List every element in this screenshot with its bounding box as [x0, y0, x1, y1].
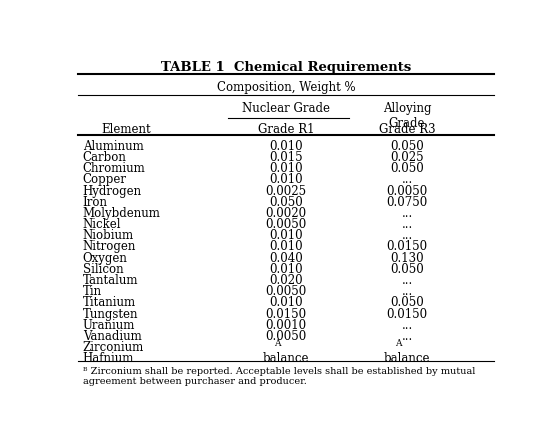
Text: 0.050: 0.050 [390, 297, 424, 309]
Text: 0.0025: 0.0025 [266, 185, 306, 198]
Text: A: A [395, 339, 402, 348]
Text: Alloying
Grade: Alloying Grade [383, 102, 431, 130]
Text: 0.0750: 0.0750 [387, 196, 427, 209]
Text: Molybdenum: Molybdenum [83, 207, 161, 220]
Text: Hydrogen: Hydrogen [83, 185, 142, 198]
Text: Tantalum: Tantalum [83, 274, 138, 287]
Text: ...: ... [401, 330, 413, 343]
Text: Iron: Iron [83, 196, 108, 209]
Text: Niobium: Niobium [83, 229, 134, 242]
Text: Tin: Tin [83, 285, 102, 298]
Text: TABLE 1  Chemical Requirements: TABLE 1 Chemical Requirements [161, 61, 411, 74]
Text: Chromium: Chromium [83, 162, 146, 175]
Text: 0.050: 0.050 [390, 162, 424, 175]
Text: 0.0010: 0.0010 [266, 319, 306, 332]
Text: 0.015: 0.015 [269, 151, 303, 164]
Text: 0.0020: 0.0020 [266, 207, 306, 220]
Text: balance: balance [263, 352, 309, 365]
Text: Uranium: Uranium [83, 319, 135, 332]
Text: Tungsten: Tungsten [83, 308, 138, 321]
Text: Oxygen: Oxygen [83, 252, 128, 265]
Text: Composition, Weight %: Composition, Weight % [217, 81, 355, 94]
Text: Carbon: Carbon [83, 151, 127, 164]
Text: ...: ... [401, 173, 413, 187]
Text: 0.0150: 0.0150 [387, 308, 427, 321]
Text: 0.0150: 0.0150 [266, 308, 306, 321]
Text: ...: ... [401, 207, 413, 220]
Text: 0.010: 0.010 [269, 162, 303, 175]
Text: 0.050: 0.050 [390, 263, 424, 276]
Text: 0.025: 0.025 [390, 151, 424, 164]
Text: ...: ... [401, 285, 413, 298]
Text: ...: ... [401, 319, 413, 332]
Text: Zirconium: Zirconium [83, 341, 144, 354]
Text: Copper: Copper [83, 173, 127, 187]
Text: A: A [274, 339, 281, 348]
Text: 0.130: 0.130 [390, 252, 424, 265]
Text: Element: Element [101, 123, 151, 136]
Text: 0.0050: 0.0050 [387, 185, 427, 198]
Text: Grade R3: Grade R3 [379, 123, 435, 136]
Text: 0.010: 0.010 [269, 297, 303, 309]
Text: 0.010: 0.010 [269, 173, 303, 187]
Text: 0.0050: 0.0050 [266, 218, 306, 231]
Text: Vanadium: Vanadium [83, 330, 142, 343]
Text: ᴮ Zirconium shall be reported. Acceptable levels shall be established by mutual
: ᴮ Zirconium shall be reported. Acceptabl… [83, 367, 475, 386]
Text: 0.010: 0.010 [269, 140, 303, 153]
Text: 0.050: 0.050 [390, 140, 424, 153]
Text: Grade R1: Grade R1 [258, 123, 314, 136]
Text: 0.0050: 0.0050 [266, 285, 306, 298]
Text: Nitrogen: Nitrogen [83, 241, 136, 253]
Text: 0.0050: 0.0050 [266, 330, 306, 343]
Text: ...: ... [401, 218, 413, 231]
Text: 0.050: 0.050 [269, 196, 303, 209]
Text: 0.040: 0.040 [269, 252, 303, 265]
Text: 0.0150: 0.0150 [387, 241, 427, 253]
Text: 0.010: 0.010 [269, 229, 303, 242]
Text: 0.010: 0.010 [269, 263, 303, 276]
Text: Aluminum: Aluminum [83, 140, 143, 153]
Text: 0.020: 0.020 [269, 274, 303, 287]
Text: 0.010: 0.010 [269, 241, 303, 253]
Text: ...: ... [401, 229, 413, 242]
Text: ...: ... [401, 274, 413, 287]
Text: Silicon: Silicon [83, 263, 123, 276]
Text: Nuclear Grade: Nuclear Grade [242, 102, 330, 115]
Text: Titanium: Titanium [83, 297, 136, 309]
Text: Nickel: Nickel [83, 218, 121, 231]
Text: Hafnium: Hafnium [83, 352, 134, 365]
Text: balance: balance [384, 352, 430, 365]
